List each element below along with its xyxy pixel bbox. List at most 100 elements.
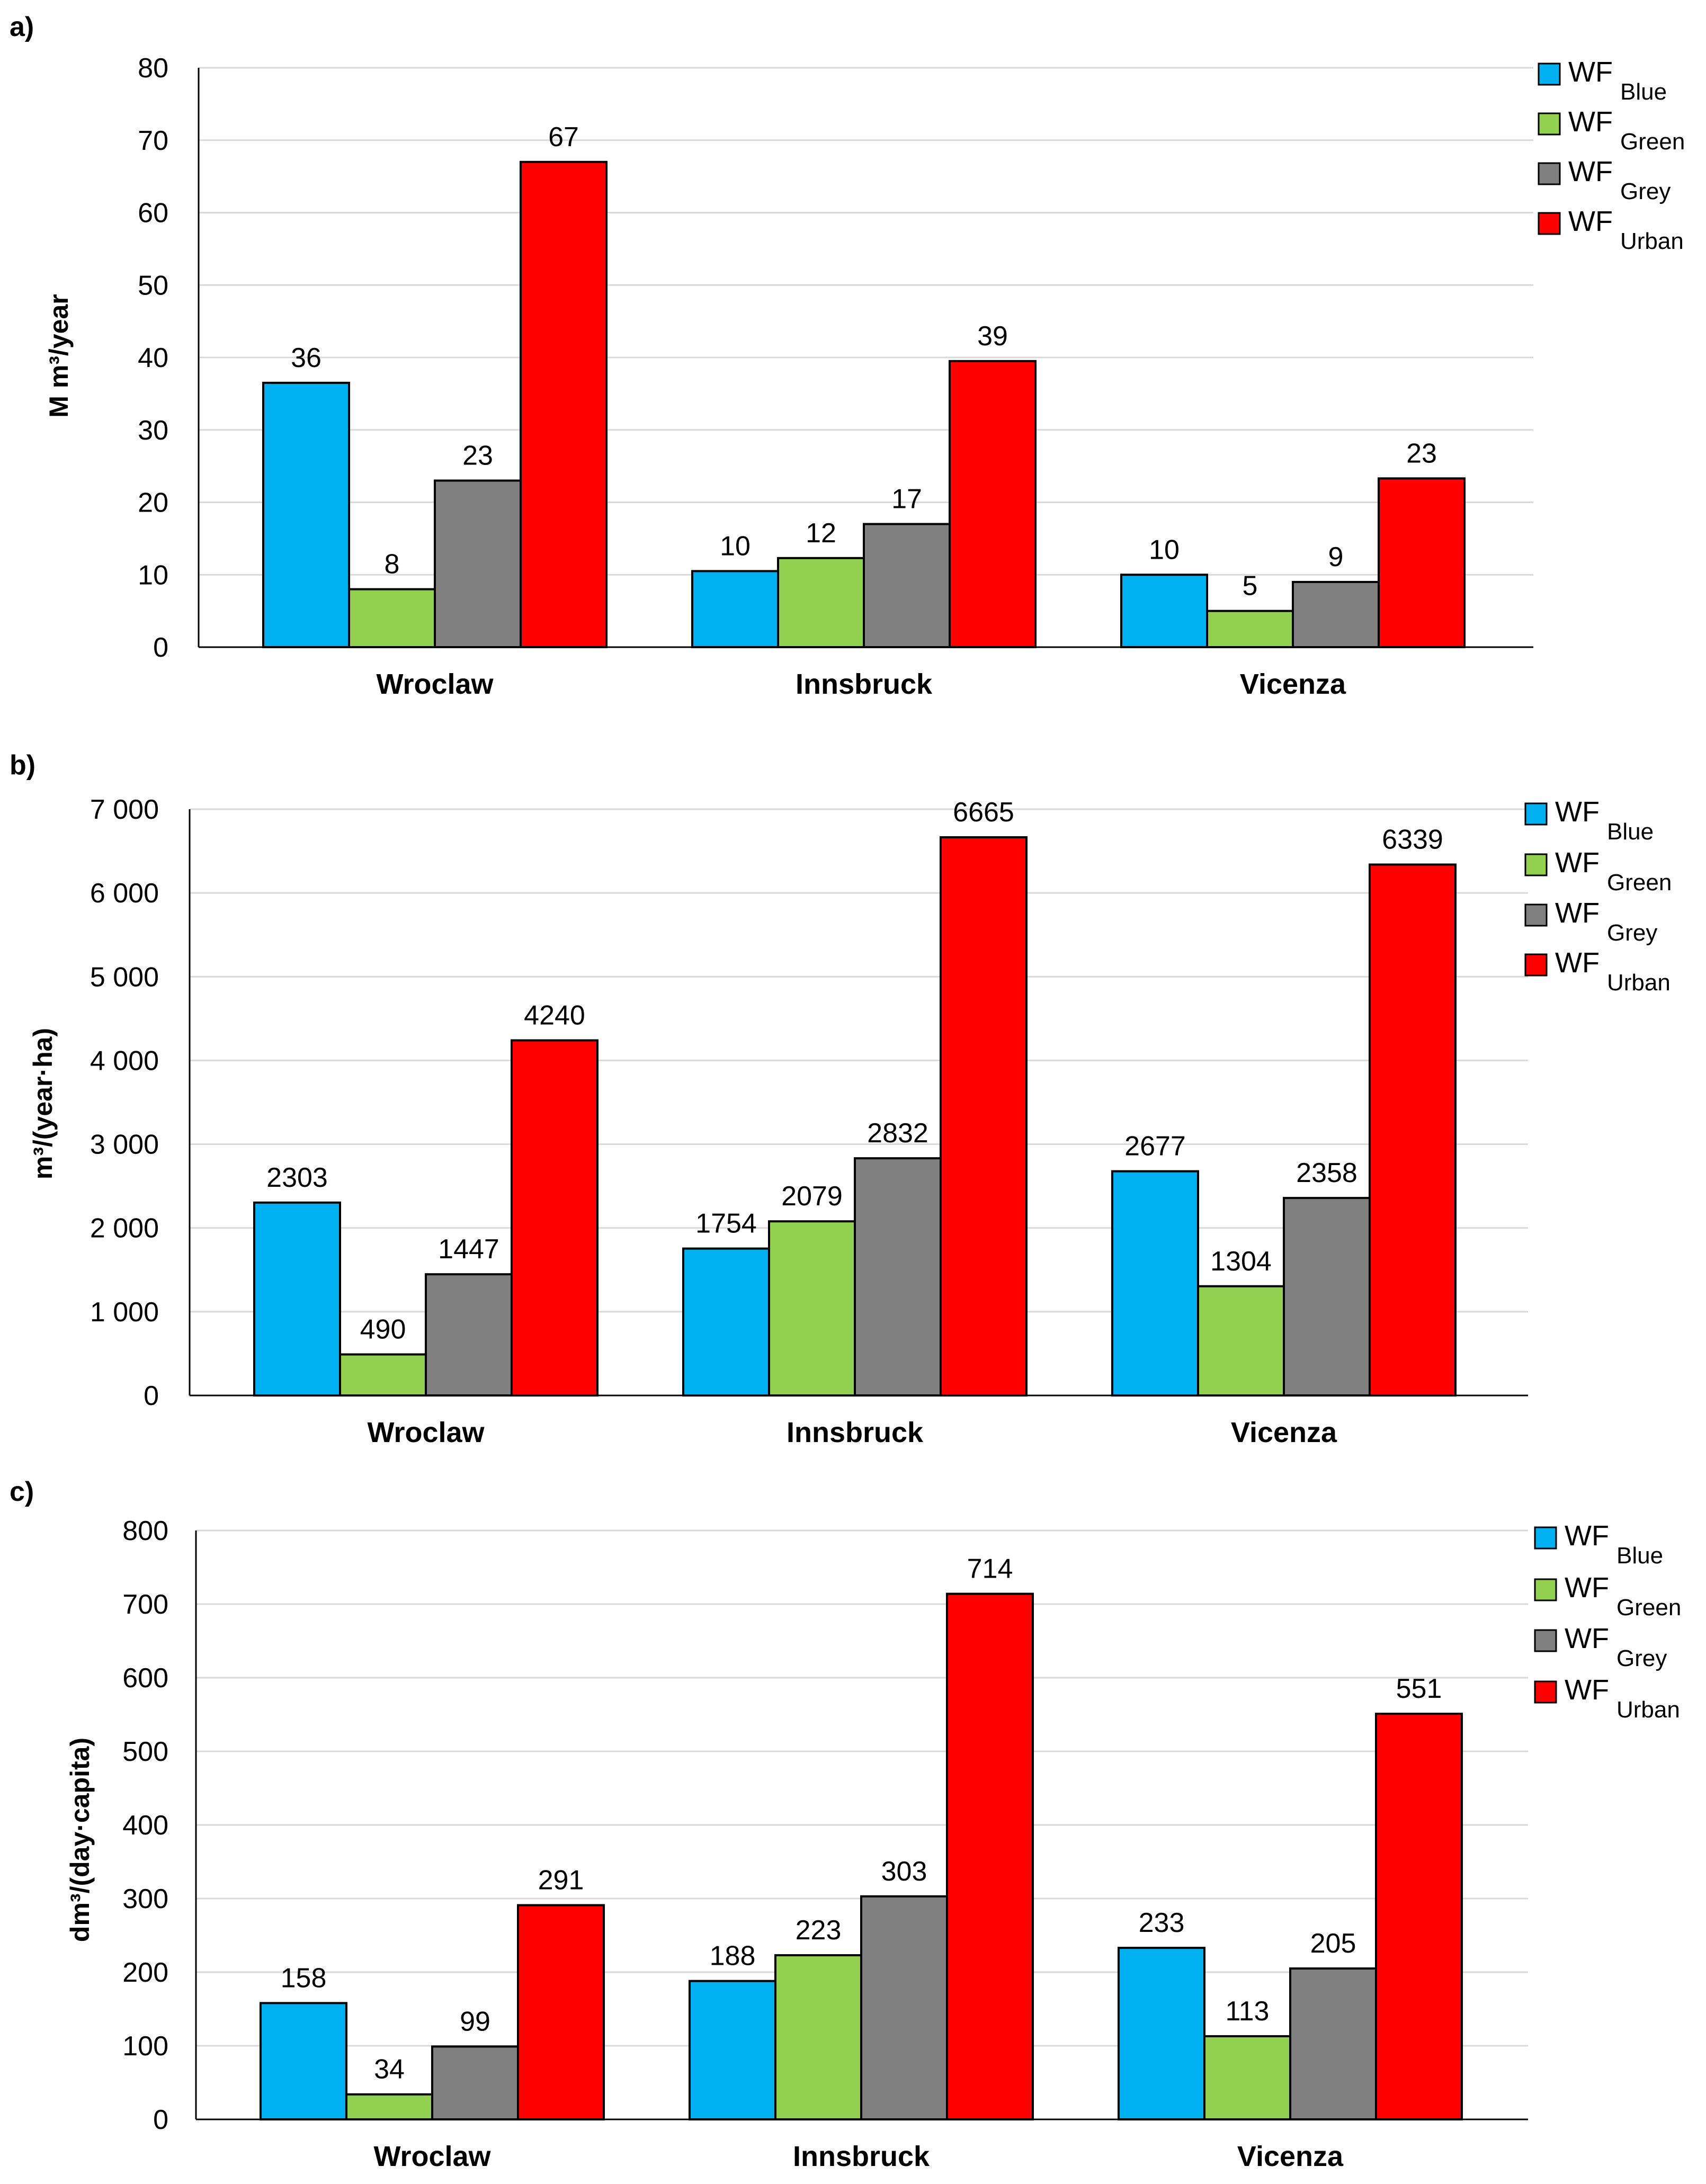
chart-a-legend-prefix: WF (1568, 56, 1613, 88)
chart-c-data-label-innsbruck-green: 223 (796, 1915, 842, 1946)
chart-b-category-label-wroclaw: Wroclaw (367, 1417, 485, 1448)
chart-c-bar-innsbruck-blue (689, 1980, 776, 2120)
chart-b-bar-wroclaw-grey (425, 1273, 513, 1397)
chart-a-data-label-wroclaw-grey: 23 (462, 440, 493, 471)
chart-b-data-label-innsbruck-green: 2079 (781, 1181, 843, 1212)
chart-b-legend-item-urban: WF Urban (1524, 947, 1671, 996)
chart-b-legend-item-grey: WF Grey (1524, 897, 1657, 946)
chart-b-ylabel: m³/(year·ha) (28, 1028, 58, 1179)
chart-c-legend-label-blue: Blue (1616, 1543, 1663, 1569)
chart-c-ytick-label: 600 (122, 1663, 168, 1694)
chart-a-ytick-label: 30 (138, 415, 168, 446)
chart-c-legend-item-green: WF Green (1534, 1572, 1681, 1621)
chart-c-category-label-vicenza: Vicenza (1237, 2141, 1344, 2172)
chart-a-legend-item-urban: WF Urban (1538, 205, 1684, 254)
chart-a-legend-prefix: WF (1568, 205, 1613, 237)
panel-a-label: a) (10, 12, 34, 42)
chart-a-bar-innsbruck-green (777, 557, 865, 648)
chart-b-legend-label-urban: Urban (1607, 970, 1671, 996)
chart-a-legend-swatch-blue (1538, 62, 1561, 86)
chart-b-legend-prefix: WF (1555, 796, 1600, 828)
chart-c-bar-vicenza-green (1203, 2035, 1291, 2120)
chart-b-legend-prefix: WF (1555, 947, 1600, 979)
chart-c-data-label-innsbruck-grey: 303 (881, 1856, 927, 1887)
chart-a-data-label-innsbruck-blue: 10 (720, 531, 751, 561)
chart-a-bar-wroclaw-blue (262, 381, 350, 648)
chart-a-legend-item-green: WF Green (1538, 106, 1685, 155)
chart-c-legend-item-urban: WF Urban (1534, 1674, 1680, 1723)
chart-a-ytick-label: 10 (138, 560, 168, 590)
chart-c-legend-label-grey: Grey (1616, 1645, 1667, 1671)
panel-c-label: c) (10, 1476, 34, 1507)
chart-b-legend-swatch-blue (1524, 802, 1548, 826)
chart-b-ytick-label: 6 000 (90, 878, 159, 909)
chart-b-bar-vicenza-urban (1369, 863, 1457, 1397)
chart-c-legend-prefix: WF (1565, 1623, 1609, 1654)
chart-c-category-label-innsbruck: Innsbruck (793, 2141, 930, 2172)
chart-c-data-label-vicenza-grey: 205 (1310, 1928, 1356, 1959)
chart-a-ylabel: M m³/year (44, 294, 74, 417)
chart-b-ytick-label: 4 000 (90, 1045, 159, 1076)
chart-c-data-label-innsbruck-urban: 714 (967, 1554, 1013, 1585)
chart-c-ytick-label: 700 (122, 1589, 168, 1620)
chart-a-ytick-label: 50 (138, 270, 168, 301)
chart-c-legend-prefix: WF (1565, 1674, 1609, 1706)
chart-b-bar-innsbruck-grey (854, 1157, 942, 1397)
chart-c-bar-wroclaw-grey (431, 2045, 519, 2120)
chart-a-bar-vicenza-grey (1292, 580, 1380, 649)
chart-a-data-label-wroclaw-urban: 67 (548, 122, 579, 153)
chart-c-bar-vicenza-blue (1118, 1947, 1205, 2120)
chart-a-legend-prefix: WF (1568, 156, 1613, 187)
chart-c-legend-item-grey: WF Grey (1534, 1623, 1667, 1671)
chart-c-bar-innsbruck-green (774, 1954, 862, 2121)
chart-b-data-label-innsbruck-grey: 2832 (867, 1118, 928, 1149)
chart-b-legend-label-green: Green (1607, 870, 1672, 896)
chart-c-ytick-label: 200 (122, 1957, 168, 1988)
chart-b-category-label-vicenza: Vicenza (1231, 1417, 1337, 1448)
chart-a-ytick-label: 0 (153, 632, 168, 663)
chart-c-ytick-label: 0 (153, 2105, 168, 2135)
chart-b-legend-item-blue: WF Blue (1524, 796, 1654, 845)
chart-a-legend-swatch-grey (1538, 162, 1561, 185)
chart-c-legend-item-blue: WF Blue (1534, 1520, 1663, 1569)
chart-c-legend-label-urban: Urban (1616, 1697, 1680, 1723)
chart-c-bar-wroclaw-blue (260, 2002, 347, 2120)
chart-b-category-label-innsbruck: Innsbruck (787, 1417, 924, 1448)
chart-c-ytick-label: 300 (122, 1884, 168, 1914)
chart-a-legend-item-blue: WF Blue (1538, 56, 1667, 105)
chart-b-ytick-label: 1 000 (90, 1297, 159, 1328)
chart-b-ytick-label: 3 000 (90, 1130, 159, 1160)
chart-c-legend-swatch-blue (1534, 1526, 1557, 1550)
chart-b-ytick-label: 5 000 (90, 962, 159, 992)
chart-b-legend-prefix: WF (1555, 847, 1600, 879)
chart-a-data-label-vicenza-blue: 10 (1149, 534, 1180, 565)
chart-a-category-label-innsbruck: Innsbruck (796, 668, 933, 700)
chart-a-data-label-vicenza-urban: 23 (1406, 438, 1437, 469)
chart-a-ytick-label: 20 (138, 488, 168, 518)
chart-a-ytick-label: 70 (138, 126, 168, 156)
chart-c-data-label-vicenza-urban: 551 (1396, 1673, 1442, 1704)
chart-b-bar-wroclaw-green (339, 1353, 427, 1397)
chart-b-data-label-innsbruck-blue: 1754 (695, 1209, 757, 1239)
chart-c-bar-vicenza-grey (1289, 1967, 1377, 2121)
chart-a-bar-vicenza-urban (1378, 477, 1466, 648)
chart-b-ytick-label: 0 (144, 1381, 159, 1411)
chart-a-legend-item-grey: WF Grey (1538, 156, 1671, 204)
chart-c-legend-label-green: Green (1616, 1595, 1681, 1621)
chart-a-data-label-innsbruck-green: 12 (806, 518, 836, 549)
chart-a-bar-wroclaw-urban (520, 160, 608, 648)
chart-b-data-label-wroclaw-urban: 4240 (524, 1000, 585, 1031)
chart-b-bar-wroclaw-urban (511, 1039, 599, 1397)
chart-a-data-label-wroclaw-green: 8 (385, 549, 400, 580)
chart-b-bar-vicenza-green (1197, 1285, 1285, 1397)
chart-c-data-label-innsbruck-blue: 188 (710, 1941, 756, 1972)
chart-a-legend-label-urban: Urban (1620, 228, 1684, 254)
chart-a-bar-vicenza-blue (1120, 574, 1208, 648)
chart-b-data-label-vicenza-blue: 2677 (1124, 1131, 1186, 1162)
chart-c-bar-wroclaw-green (345, 2093, 433, 2120)
chart-a-bar-innsbruck-grey (863, 523, 951, 649)
chart-a-legend-swatch-urban (1538, 212, 1561, 235)
chart-c-ytick-label: 800 (122, 1516, 168, 1546)
panel-b: b) 0 1 000 2 000 3 000 4 000 5 000 6 000 7 000 2… (10, 750, 1672, 1448)
